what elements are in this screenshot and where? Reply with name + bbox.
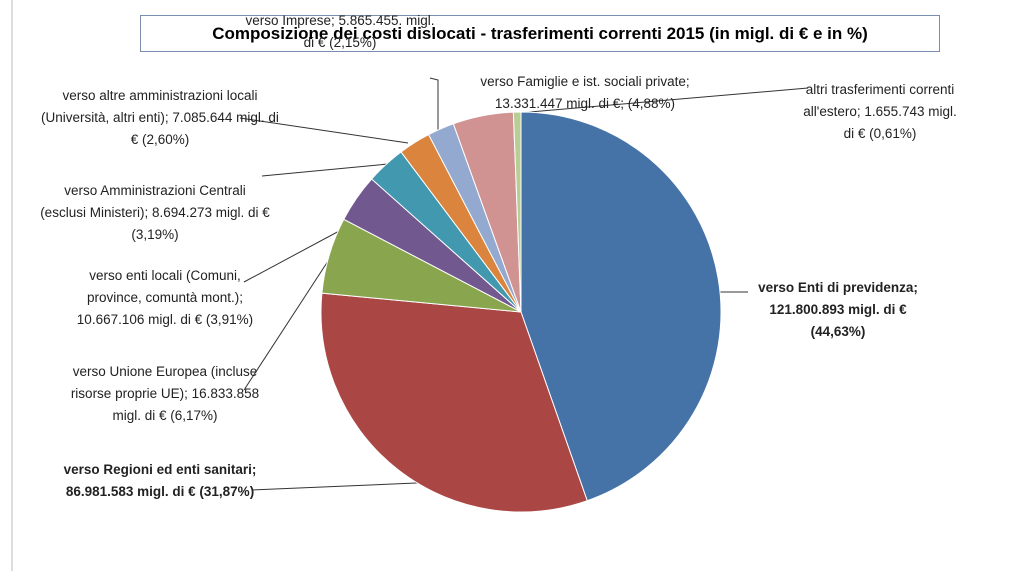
data-label: verso Amministrazioni Centrali (esclusi … bbox=[40, 180, 270, 246]
label-value: 10.667.106 migl. di € bbox=[76, 312, 203, 327]
label-category: verso Regioni ed enti sanitari; bbox=[63, 462, 257, 477]
data-label: verso Unione Europea (incluse risorse pr… bbox=[60, 361, 270, 427]
label-value: 8.694.273 migl. di € bbox=[151, 205, 270, 220]
label-category: verso Unione Europea (incluse risorse pr… bbox=[70, 364, 258, 401]
leader-lines bbox=[239, 77, 809, 491]
data-label: altri trasferimenti correnti all'estero;… bbox=[800, 79, 960, 145]
label-percent: (2,15%) bbox=[329, 35, 377, 50]
leader-line bbox=[261, 163, 389, 177]
leader-line bbox=[429, 77, 439, 130]
label-percent: (31,87%) bbox=[199, 484, 255, 499]
leader-line bbox=[517, 87, 809, 114]
label-value: 121.800.893 migl. di € bbox=[769, 302, 907, 317]
label-percent: (2,60%) bbox=[142, 132, 190, 147]
label-category: verso enti locali (Comuni, province, com… bbox=[86, 268, 244, 305]
label-percent: (0,61%) bbox=[869, 126, 917, 141]
label-percent: (4,88%) bbox=[627, 96, 676, 111]
data-label: verso Imprese; 5.865.455. migl. di € (2,… bbox=[240, 10, 440, 54]
label-category: verso Amministrazioni Centrali (esclusi … bbox=[40, 183, 246, 220]
label-value: 86.981.583 migl. di € bbox=[65, 484, 196, 499]
pie-slice bbox=[512, 111, 522, 313]
label-category: verso Imprese; bbox=[245, 13, 335, 28]
label-value: 13.331.447 migl. di €; bbox=[494, 96, 625, 111]
label-value: 16.833.858 migl. di € bbox=[112, 386, 260, 423]
label-category: verso Enti di previdenza; bbox=[758, 280, 918, 295]
label-value: 7.085.644 migl. di € bbox=[130, 110, 279, 147]
label-percent: (3,19%) bbox=[131, 227, 179, 242]
data-label: verso Regioni ed enti sanitari; 86.981.5… bbox=[60, 459, 260, 503]
label-category: verso altre amministrazioni locali (Univ… bbox=[41, 88, 258, 125]
data-label: verso altre amministrazioni locali (Univ… bbox=[40, 85, 280, 151]
label-percent: (6,17%) bbox=[170, 408, 218, 423]
data-label: verso enti locali (Comuni, province, com… bbox=[60, 265, 270, 331]
label-category: altri trasferimenti correnti all'estero; bbox=[803, 82, 955, 119]
leader-line bbox=[243, 257, 331, 391]
pie-slice bbox=[320, 292, 588, 513]
label-percent: (44,63%) bbox=[810, 324, 866, 339]
label-category: verso Famiglie e ist. sociali private; bbox=[480, 74, 690, 89]
leader-line bbox=[239, 117, 409, 144]
data-label: verso Famiglie e ist. sociali private; 1… bbox=[455, 71, 715, 115]
label-value: 1.655.743 migl. di € bbox=[843, 104, 957, 141]
pie-slice bbox=[520, 111, 722, 502]
data-label: verso Enti di previdenza; 121.800.893 mi… bbox=[748, 277, 928, 343]
label-percent: (3,91%) bbox=[205, 312, 254, 327]
chart-title: Composizione dei costi dislocati - trasf… bbox=[140, 15, 940, 52]
leader-line bbox=[251, 481, 441, 491]
label-value: 5.865.455. migl. di € bbox=[303, 13, 435, 50]
